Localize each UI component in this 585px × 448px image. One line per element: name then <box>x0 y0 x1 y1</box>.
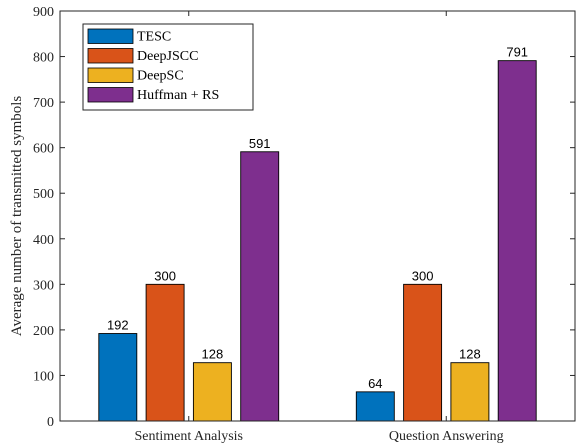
x-tick-label: Sentiment Analysis <box>135 429 244 444</box>
bar-deepjscc-0 <box>145 283 185 422</box>
data-label: 128 <box>202 347 224 362</box>
y-tick-label: 800 <box>33 51 54 66</box>
plot-frame <box>59 10 576 422</box>
legend-swatch <box>87 67 134 83</box>
y-tick-label: 300 <box>33 278 54 293</box>
legend-entry-label: TESC <box>137 30 171 45</box>
x-tick-label: Question Answering <box>389 429 504 444</box>
y-tick-label: 400 <box>33 233 54 248</box>
data-label: 192 <box>107 318 129 333</box>
bar-tesc-1 <box>355 391 395 422</box>
y-tick-label: 200 <box>33 324 54 339</box>
bars-layer <box>98 60 537 422</box>
data-label: 64 <box>368 376 382 391</box>
y-tick-label: 600 <box>33 142 54 157</box>
bar-deepsc-1 <box>450 362 490 422</box>
legend-entry-label: DeepJSCC <box>137 49 198 64</box>
x-axis: Sentiment Analysis Question Answering <box>135 11 504 444</box>
legend-swatch <box>87 87 134 103</box>
bar-deepsc-0 <box>192 362 232 422</box>
data-label: 300 <box>154 268 176 283</box>
legend: TESC DeepJSCC DeepSC Huffman + RS <box>82 23 254 111</box>
legend-entry-label: Huffman + RS <box>137 88 219 103</box>
y-tick-label: 500 <box>33 187 54 202</box>
bar-tesc-0 <box>98 333 138 422</box>
legend-swatch <box>87 28 134 44</box>
y-tick-label: 100 <box>33 369 54 384</box>
bar-deepjscc-1 <box>403 283 443 422</box>
data-label: 791 <box>506 45 528 60</box>
data-label: 128 <box>459 347 481 362</box>
y-tick-label: 700 <box>33 96 54 111</box>
bar-huffman-rs-0 <box>240 151 280 422</box>
y-axis-label: Average number of transmitted symbols <box>9 96 25 337</box>
legend-swatch <box>87 48 134 64</box>
y-axis: 0 100 200 300 400 500 600 700 800 900 <box>33 5 575 430</box>
legend-entry-label: DeepSC <box>137 69 184 84</box>
bar-huffman-rs-1 <box>497 60 537 422</box>
data-labels-layer: 192 300 128 591 64 300 128 791 <box>107 45 528 391</box>
y-tick-label: 0 <box>47 415 54 430</box>
y-tick-label: 900 <box>33 5 54 20</box>
data-label: 300 <box>412 268 434 283</box>
data-label: 591 <box>249 136 271 151</box>
